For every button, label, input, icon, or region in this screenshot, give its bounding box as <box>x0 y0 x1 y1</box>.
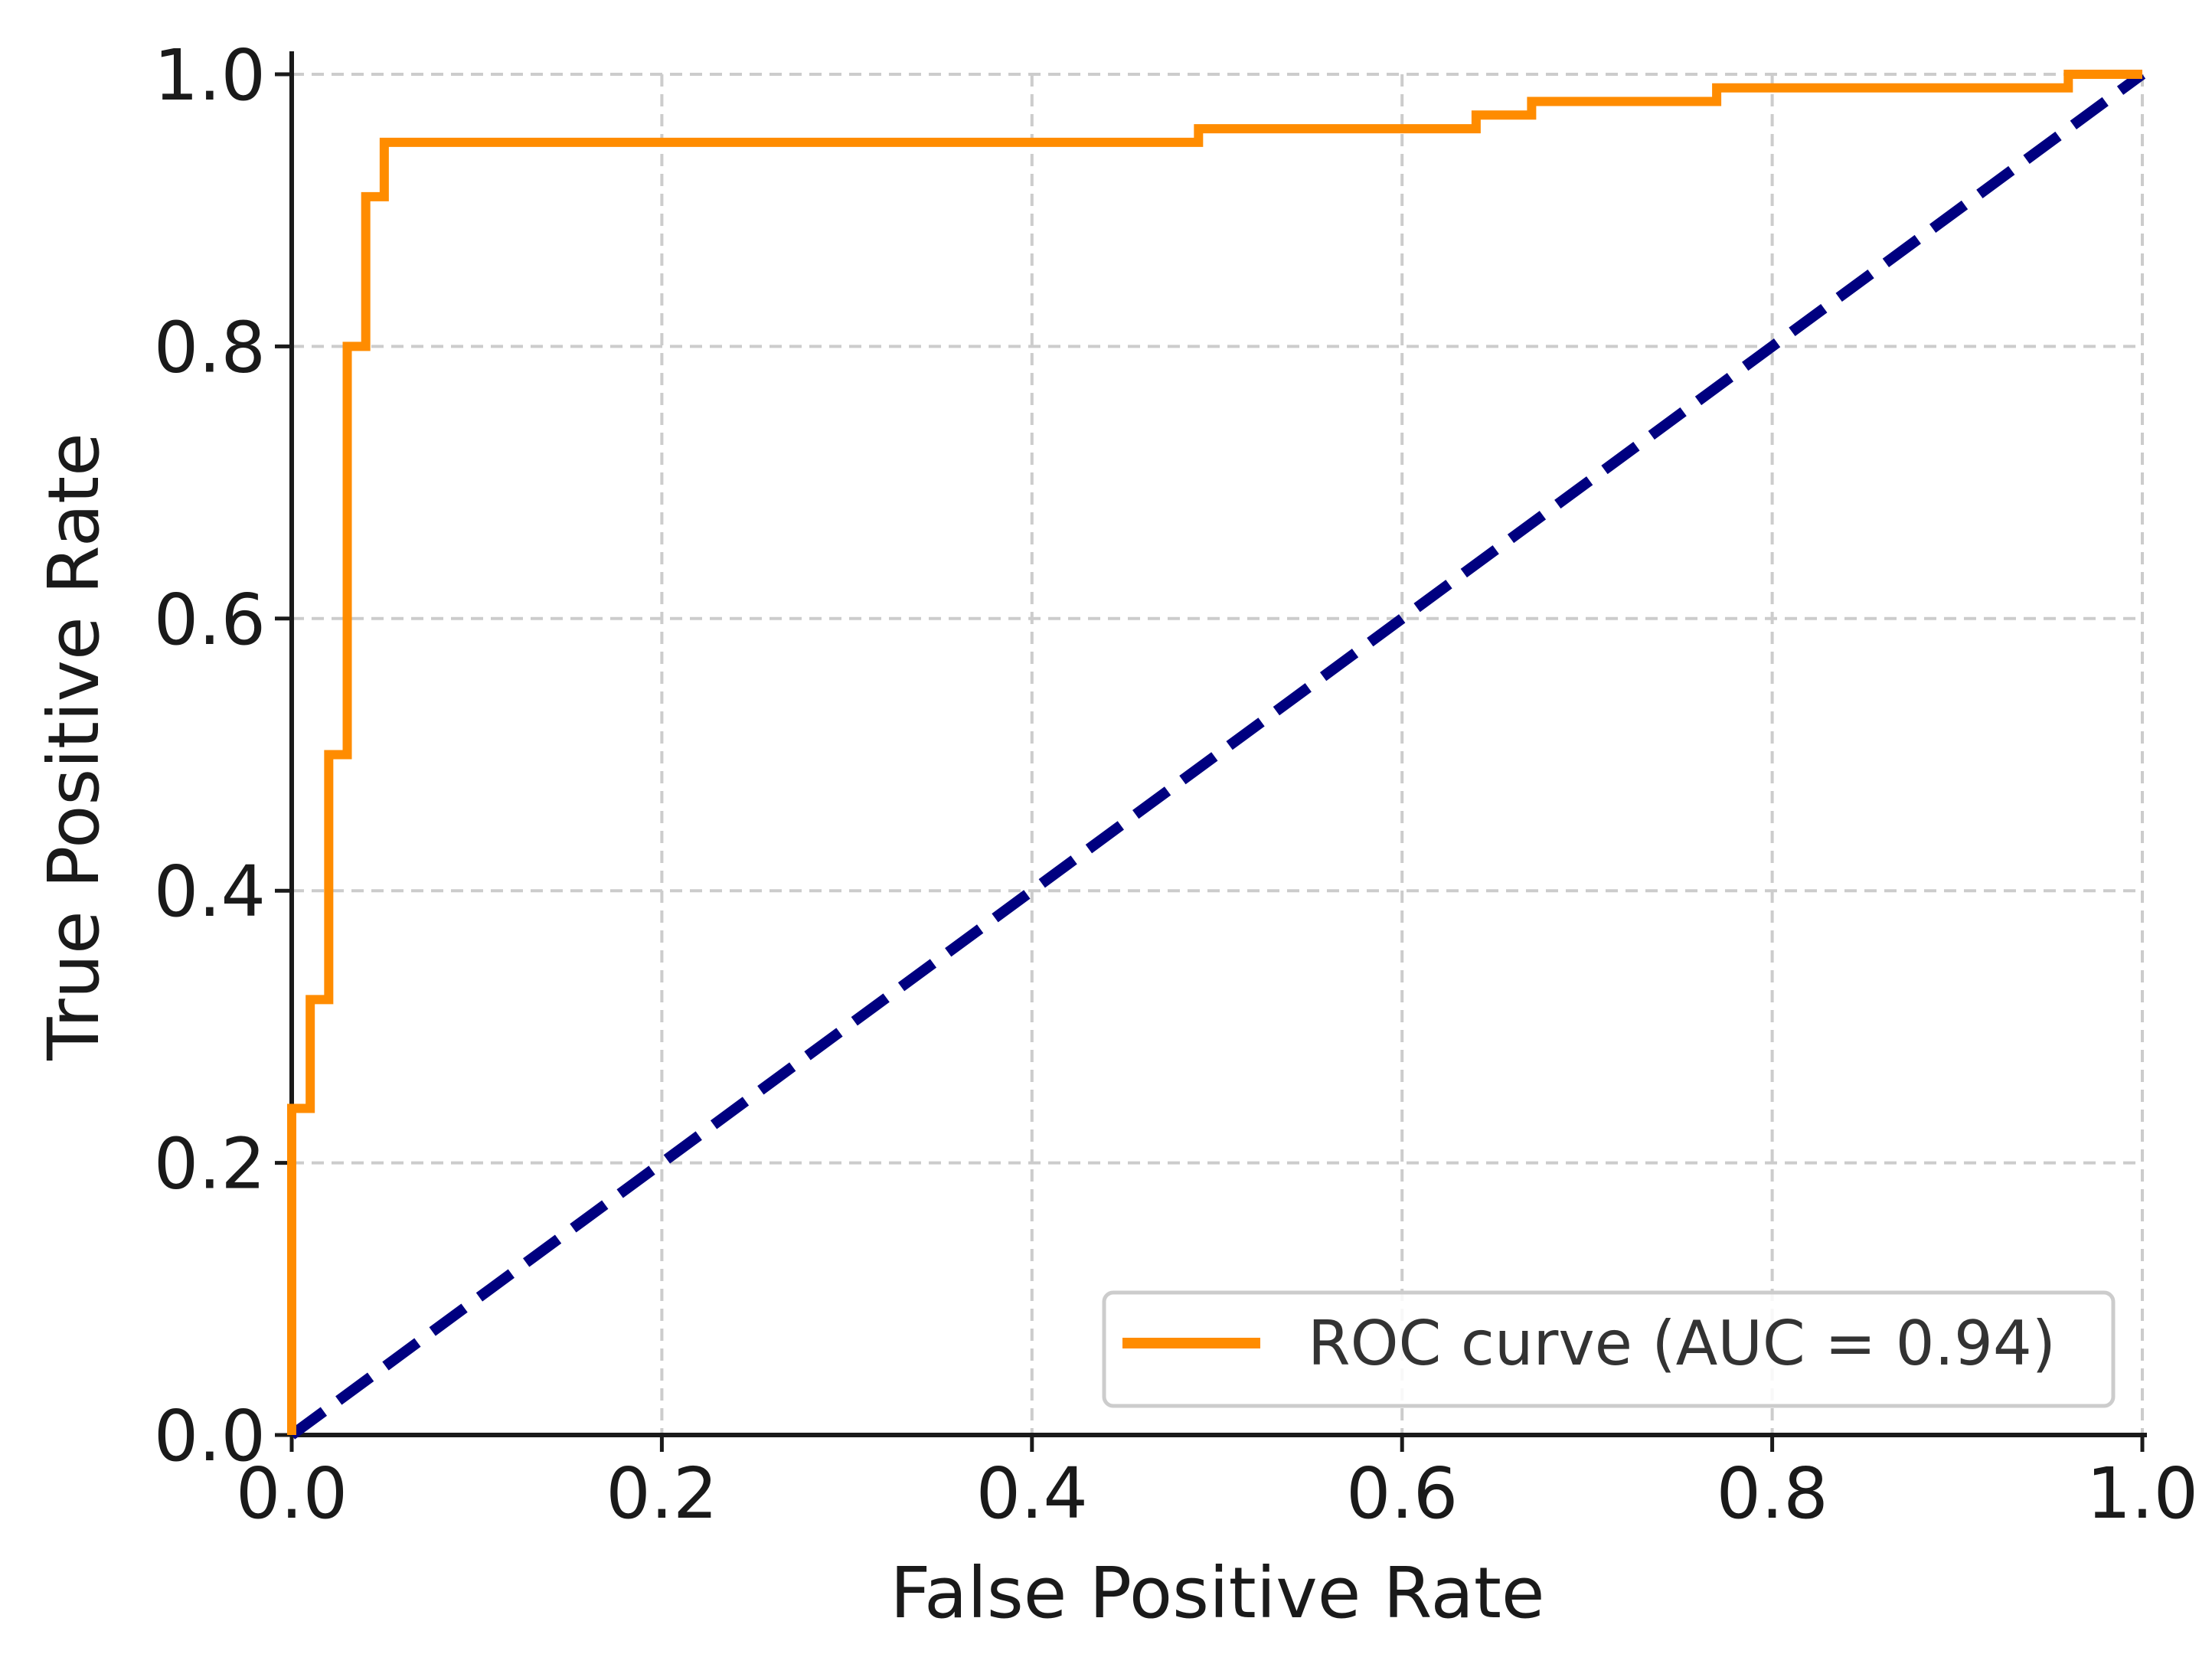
legend-label-roc: ROC curve (AUC = 0.94) <box>1308 1308 2056 1379</box>
legend: ROC curve (AUC = 0.94) <box>1102 1290 2116 1408</box>
x-tick-label-4: 0.8 <box>1716 1453 1828 1535</box>
x-tick-label-0: 0.0 <box>236 1453 348 1535</box>
x-tick-label-1: 0.2 <box>606 1453 717 1535</box>
roc-curve-line <box>287 70 2142 1435</box>
x-tick-label-3: 0.6 <box>1346 1453 1458 1535</box>
x-tick-label-5: 1.0 <box>2086 1453 2198 1535</box>
x-tick-label-2: 0.4 <box>976 1453 1088 1535</box>
y-tick-label-3: 0.6 <box>154 579 266 661</box>
y-tick-label-5: 1.0 <box>154 34 266 116</box>
tick-labels: 0.0 0.2 0.4 0.6 0.8 1.0 0.0 0.2 0.4 0.6 0.8 1.0 <box>154 34 2198 1535</box>
y-tick-label-4: 0.8 <box>154 306 266 388</box>
y-axis-label: True Positive Rate <box>33 433 115 1061</box>
y-tick-label-0: 0.0 <box>154 1395 266 1477</box>
y-tick-label-1: 0.2 <box>154 1123 266 1205</box>
legend-box <box>1102 1290 2116 1408</box>
plot-area <box>287 70 2146 1440</box>
x-axis-label: False Positive Rate <box>890 1552 1544 1634</box>
chance-diagonal-line <box>288 70 2146 1440</box>
y-tick-label-2: 0.4 <box>154 851 266 933</box>
